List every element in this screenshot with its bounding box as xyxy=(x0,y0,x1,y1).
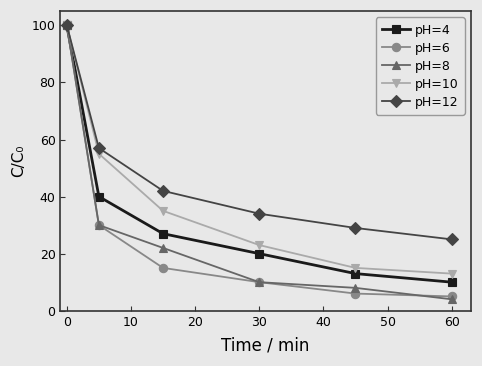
pH=4 xyxy=(160,231,166,236)
Y-axis label: C/C₀: C/C₀ xyxy=(11,145,26,177)
pH=6 xyxy=(64,23,70,27)
pH=6 xyxy=(449,294,455,299)
pH=8 xyxy=(256,280,262,284)
Line: pH=12: pH=12 xyxy=(63,21,456,243)
pH=10 xyxy=(160,209,166,213)
pH=12 xyxy=(352,226,358,230)
pH=10 xyxy=(64,23,70,27)
pH=4 xyxy=(256,251,262,256)
pH=8 xyxy=(352,286,358,290)
pH=8 xyxy=(449,297,455,302)
pH=12 xyxy=(449,237,455,242)
pH=4 xyxy=(96,194,102,199)
Line: pH=10: pH=10 xyxy=(63,21,456,278)
pH=8 xyxy=(64,23,70,27)
pH=12 xyxy=(96,146,102,150)
pH=12 xyxy=(64,23,70,27)
pH=6 xyxy=(256,280,262,284)
X-axis label: Time / min: Time / min xyxy=(221,337,310,355)
pH=8 xyxy=(96,223,102,227)
pH=10 xyxy=(449,272,455,276)
pH=8 xyxy=(160,246,166,250)
Line: pH=4: pH=4 xyxy=(63,21,456,286)
pH=12 xyxy=(256,212,262,216)
pH=10 xyxy=(256,243,262,247)
pH=6 xyxy=(160,266,166,270)
pH=12 xyxy=(160,188,166,193)
pH=10 xyxy=(352,266,358,270)
Line: pH=6: pH=6 xyxy=(63,21,456,300)
pH=6 xyxy=(96,223,102,227)
pH=4 xyxy=(352,272,358,276)
pH=4 xyxy=(449,280,455,284)
pH=4 xyxy=(64,23,70,27)
Legend: pH=4, pH=6, pH=8, pH=10, pH=12: pH=4, pH=6, pH=8, pH=10, pH=12 xyxy=(376,17,465,115)
pH=10 xyxy=(96,152,102,156)
pH=6 xyxy=(352,291,358,296)
Line: pH=8: pH=8 xyxy=(63,21,456,303)
